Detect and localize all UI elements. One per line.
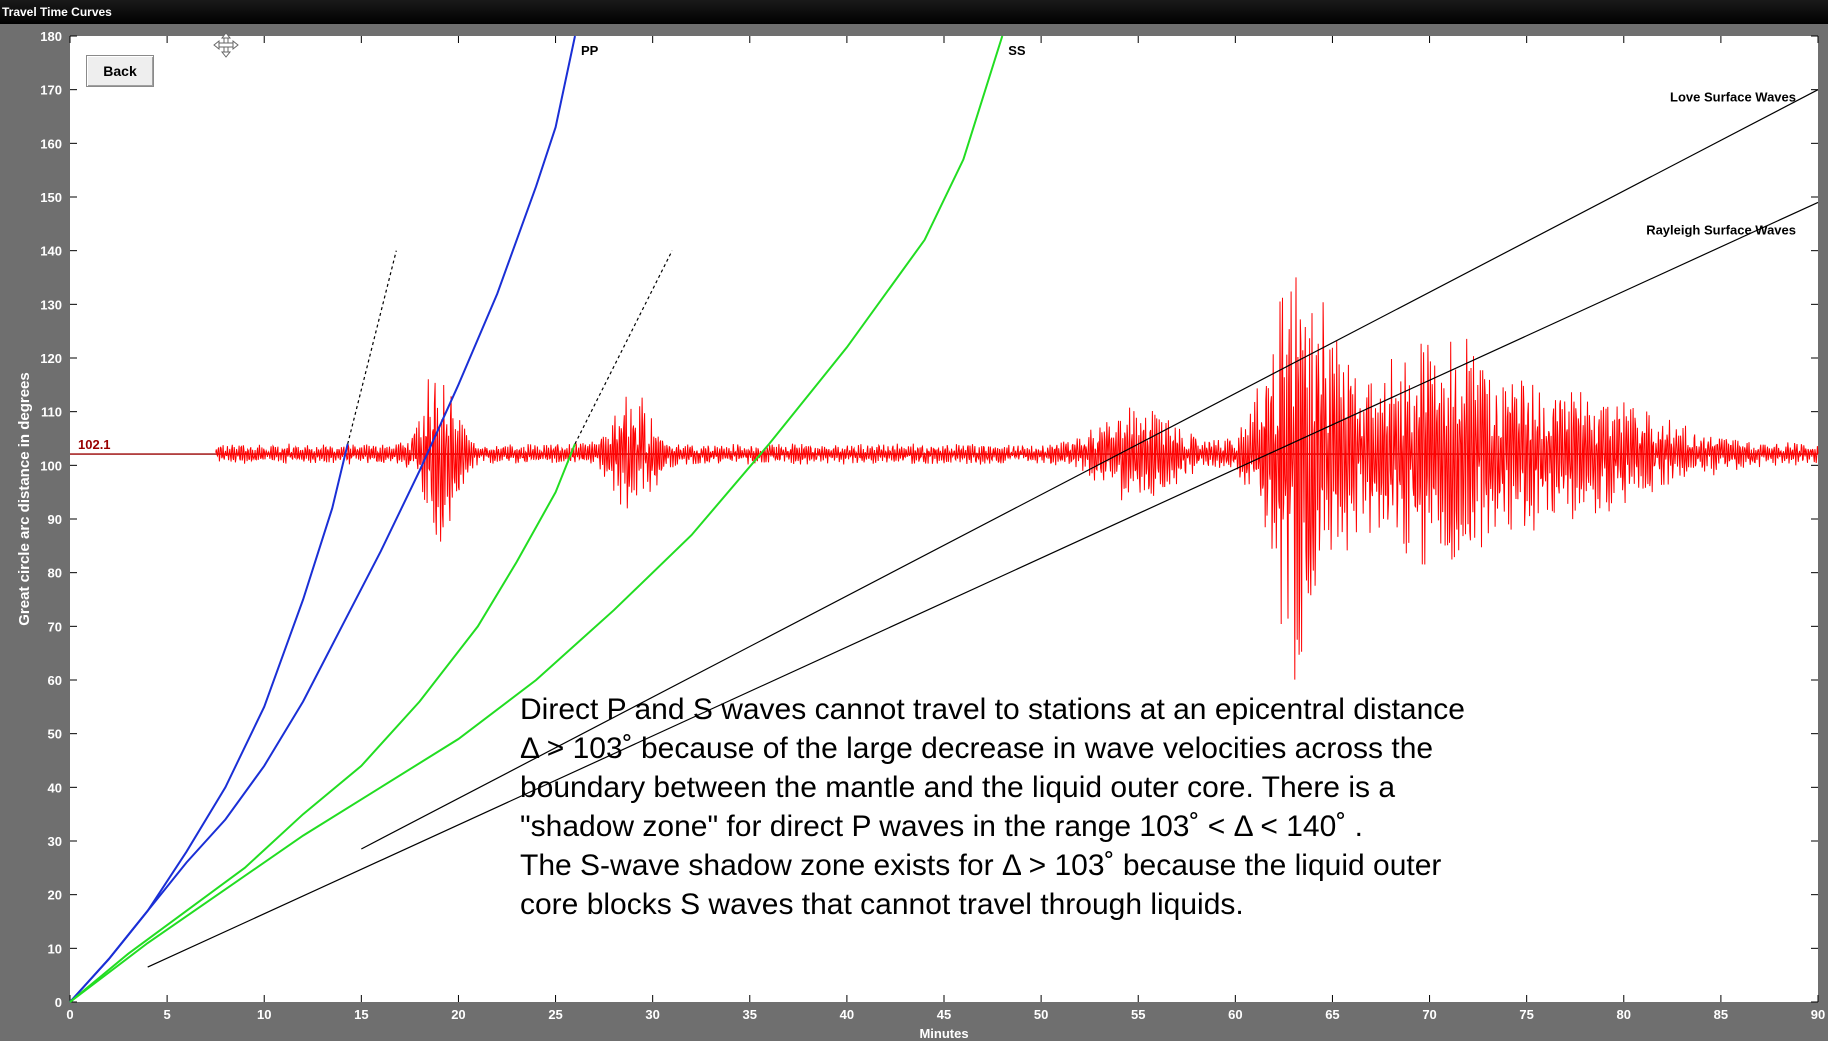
x-axis-title: Minutes — [919, 1026, 968, 1041]
y-tick-label: 130 — [40, 297, 62, 312]
seismogram-trace — [215, 277, 1819, 680]
annotation-line: The S-wave shadow zone exists for Δ > 10… — [520, 849, 1442, 882]
x-tick-label: 80 — [1617, 1007, 1631, 1022]
back-button[interactable]: Back — [86, 55, 154, 87]
annotation-line: Δ > 103˚ because of the large decrease i… — [520, 732, 1434, 765]
y-axis-title: Great circle arc distance in degrees — [16, 372, 33, 625]
travel-time-chart: 0 5 10 15 20 25 30 35 40 45 50 55 60 65 70 75 80 85 900102… — [16, 29, 1825, 1041]
curve-label: Rayleigh Surface Waves — [1646, 222, 1796, 237]
annotation-line: core blocks S waves that cannot travel t… — [520, 888, 1244, 921]
y-tick-label: 50 — [48, 727, 62, 742]
y-tick-label: 0 — [55, 995, 62, 1010]
curve-label: SS — [1008, 43, 1026, 58]
surface-wave-line — [361, 89, 1819, 850]
annotation-line: boundary between the mantle and the liqu… — [520, 771, 1396, 804]
y-tick-label: 40 — [48, 780, 62, 795]
y-tick-label: 150 — [40, 190, 62, 205]
s-wave-curve — [69, 35, 1004, 1003]
x-tick-label: 70 — [1422, 1007, 1436, 1022]
x-tick-label: 90 — [1811, 1007, 1825, 1022]
station-distance-label: 102.1 — [78, 437, 111, 452]
move-icon[interactable] — [213, 32, 239, 58]
y-tick-label: 30 — [48, 834, 62, 849]
plot-frame: 0 5 10 15 20 25 30 35 40 45 50 55 60 65 70 75 80 85 90 0 10 2… — [0, 24, 1828, 1041]
x-tick-label: 25 — [548, 1007, 562, 1022]
x-tick-label: 60 — [1228, 1007, 1242, 1022]
y-tick-label: 90 — [48, 512, 62, 527]
curve-label: Love Surface Waves — [1670, 90, 1796, 105]
y-tick-label: 140 — [40, 244, 62, 259]
surface-wave-line — [147, 201, 1819, 968]
x-tick-label: 85 — [1714, 1007, 1728, 1022]
window-title: Travel Time Curves — [0, 0, 1828, 24]
diffracted-wave-line — [574, 250, 673, 445]
x-tick-label: 65 — [1325, 1007, 1339, 1022]
y-tick-label: 60 — [48, 673, 62, 688]
plot-area — [70, 36, 1818, 1002]
y-tick-label: 110 — [41, 405, 62, 420]
x-tick-label: 50 — [1034, 1007, 1048, 1022]
y-tick-label: 80 — [48, 566, 62, 581]
x-tick-label: 15 — [354, 1007, 368, 1022]
p-wave-curve — [69, 35, 576, 1003]
x-tick-label: 55 — [1131, 1007, 1145, 1022]
y-tick-label: 20 — [48, 888, 62, 903]
x-tick-label: 10 — [257, 1007, 271, 1022]
y-tick-label: 70 — [48, 619, 62, 634]
y-tick-label: 160 — [40, 136, 62, 151]
x-tick-label: 35 — [743, 1007, 757, 1022]
y-tick-label: 170 — [40, 83, 62, 98]
s-wave-curve — [69, 443, 576, 1003]
x-tick-label: 5 — [163, 1007, 170, 1022]
y-tick-label: 100 — [40, 458, 62, 473]
x-tick-label: 30 — [645, 1007, 659, 1022]
annotation-line: "shadow zone" for direct P waves in the … — [520, 810, 1363, 843]
y-tick-label: 10 — [48, 941, 62, 956]
x-tick-label: 45 — [937, 1007, 951, 1022]
y-tick-label: 180 — [40, 29, 62, 44]
annotation-text: Direct P and S waves cannot travel to st… — [520, 690, 1720, 924]
x-tick-label: 40 — [840, 1007, 854, 1022]
x-tick-label: 75 — [1519, 1007, 1533, 1022]
annotation-line: Direct P and S waves cannot travel to st… — [520, 693, 1465, 726]
curve-label: PP — [581, 43, 599, 58]
x-tick-label: 0 — [66, 1007, 73, 1022]
y-tick-label: 120 — [40, 351, 62, 366]
x-tick-label: 20 — [451, 1007, 465, 1022]
